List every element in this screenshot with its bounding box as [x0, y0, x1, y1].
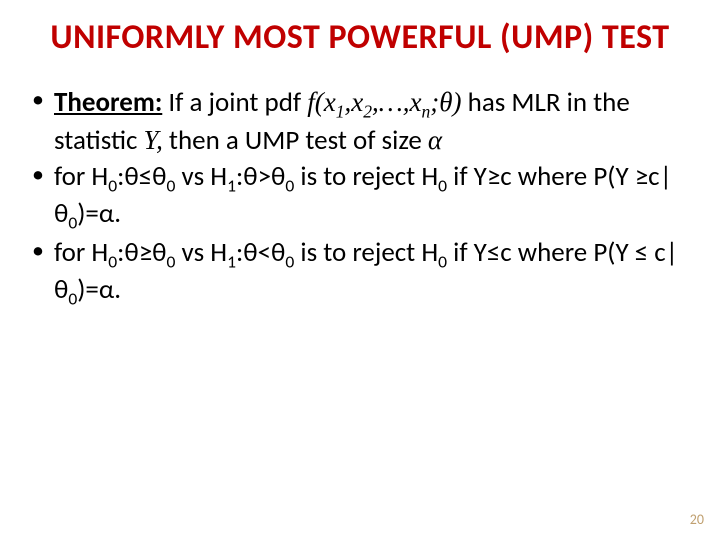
text: is to reject H — [294, 160, 438, 193]
pdf-fn: ; — [430, 87, 439, 117]
sub: 0 — [438, 175, 447, 197]
text: :θ<θ — [236, 236, 285, 269]
stat-Y: Y, — [144, 125, 163, 155]
text: If a joint pdf — [162, 86, 307, 119]
bullet-case-le: for H0:θ≤θ0 vs H1:θ>θ0 is to reject H0 i… — [54, 160, 692, 234]
text: :θ≤θ — [117, 160, 166, 193]
slide-title: UNIFORMLY MOST POWERFUL (UMP) TEST — [28, 18, 692, 57]
text: :θ>θ — [236, 160, 285, 193]
text: vs H — [175, 160, 227, 193]
text: for H — [54, 160, 108, 193]
sub: 0 — [285, 251, 294, 273]
page-number: 20 — [690, 511, 704, 528]
sub: 1 — [227, 251, 236, 273]
text: vs H — [175, 236, 227, 269]
theta: θ — [439, 87, 452, 117]
sub: 2 — [363, 101, 372, 121]
sub: 1 — [227, 175, 236, 197]
pdf-fn: ,…,x — [372, 87, 422, 117]
pdf-fn: ) — [453, 87, 462, 117]
sub: 0 — [438, 251, 447, 273]
sub: 0 — [108, 175, 117, 197]
sub: 0 — [285, 175, 294, 197]
sub: 0 — [68, 287, 77, 309]
text: )=α. — [77, 273, 121, 306]
bullet-theorem: Theorem: If a joint pdf f(x1,x2,…,xn;θ) … — [54, 85, 692, 158]
sub: n — [422, 101, 431, 121]
sub: 0 — [68, 212, 77, 234]
alpha: α — [428, 125, 442, 155]
text: is to reject H — [294, 236, 438, 269]
sub: 1 — [336, 101, 345, 121]
theorem-label: Theorem: — [54, 86, 162, 119]
pdf-fn: f(x — [307, 87, 335, 117]
text: )=α. — [77, 197, 121, 230]
text: then a UMP test of size — [163, 124, 428, 157]
bullet-list: Theorem: If a joint pdf f(x1,x2,…,xn;θ) … — [28, 85, 692, 310]
text: :θ≥θ — [117, 236, 166, 269]
pdf-fn: ,x — [345, 87, 364, 117]
bullet-case-ge: for H0:θ≥θ0 vs H1:θ<θ0 is to reject H0 i… — [54, 236, 692, 310]
sub: 0 — [108, 251, 117, 273]
text: for H — [54, 236, 108, 269]
